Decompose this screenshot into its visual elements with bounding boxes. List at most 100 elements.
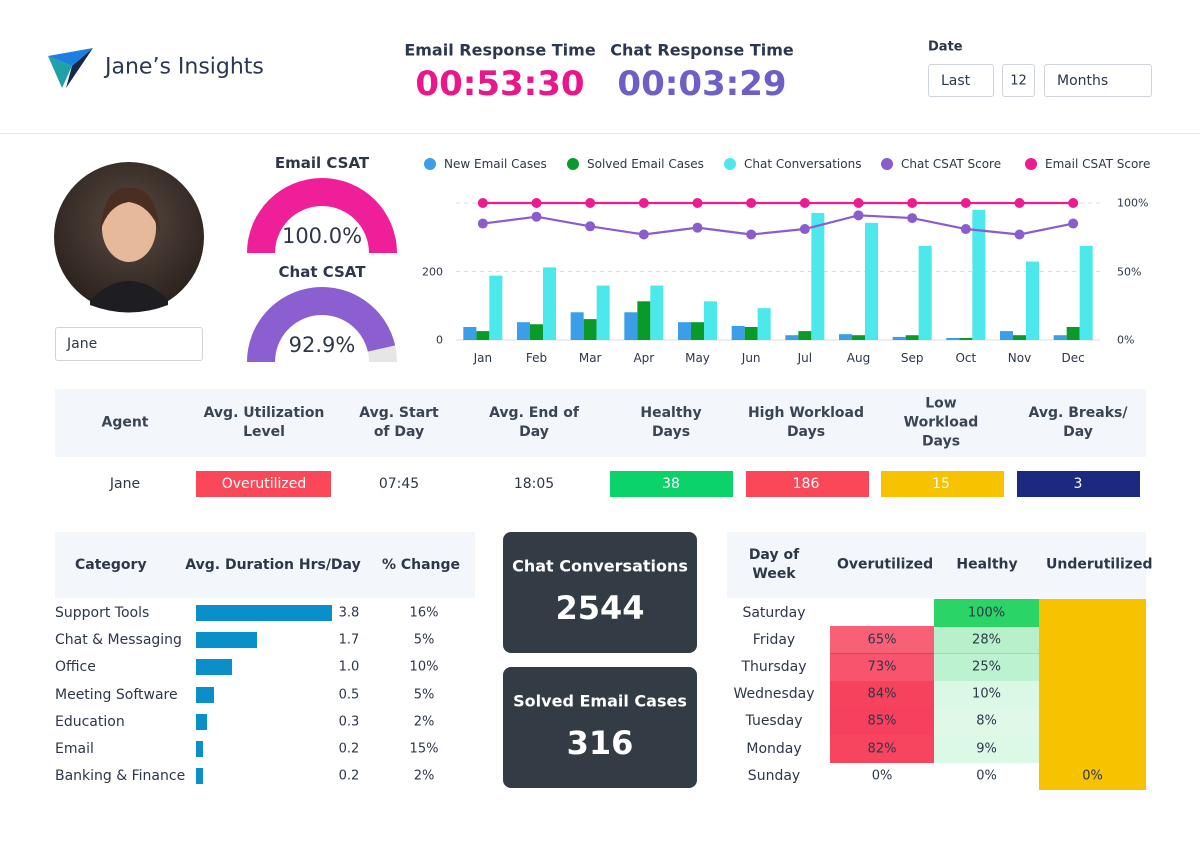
day-label: Tuesday bbox=[745, 713, 803, 730]
legend-label: Chat CSAT Score bbox=[901, 157, 1002, 171]
bar bbox=[1026, 261, 1039, 340]
heatmap-cell bbox=[830, 653, 934, 681]
bar bbox=[583, 319, 597, 340]
bar bbox=[476, 331, 490, 340]
metric-label: Chat Response Time bbox=[610, 40, 794, 60]
gauge-arc bbox=[247, 287, 396, 362]
bar bbox=[757, 308, 771, 340]
bar bbox=[678, 322, 691, 340]
heatmap-label: 25% bbox=[972, 659, 1001, 675]
bar bbox=[1079, 245, 1093, 340]
legend-label: Email CSAT Score bbox=[1045, 157, 1151, 171]
heatmap-cell bbox=[830, 599, 934, 627]
line-marker bbox=[585, 198, 596, 208]
agent-select[interactable] bbox=[55, 327, 203, 361]
range-select[interactable] bbox=[928, 64, 994, 97]
line-marker bbox=[853, 198, 864, 208]
kpi-value: 316 bbox=[566, 724, 634, 762]
x-tick-label: Oct bbox=[955, 351, 977, 365]
x-tick-label: Dec bbox=[1061, 351, 1085, 365]
line-marker bbox=[692, 222, 703, 233]
heatmap-cell bbox=[830, 626, 934, 654]
legend-label: Solved Email Cases bbox=[587, 157, 704, 171]
heatmap-label: 85% bbox=[867, 713, 897, 729]
y2-tick-label: 50% bbox=[1117, 265, 1142, 278]
bar bbox=[946, 337, 960, 340]
x-tick-label: Apr bbox=[633, 351, 655, 365]
line-marker bbox=[1068, 218, 1079, 229]
x-tick-label: Aug bbox=[846, 351, 871, 365]
y-tick-label: 0 bbox=[436, 333, 443, 347]
table-cell: 18:05 bbox=[513, 476, 555, 492]
heatmap-label: 0% bbox=[1082, 768, 1103, 784]
table-header: Overutilized bbox=[837, 556, 934, 573]
bar bbox=[839, 334, 852, 340]
metric-value: 00:03:29 bbox=[617, 64, 787, 104]
change-label: 2% bbox=[413, 714, 435, 730]
heatmap-label: 100% bbox=[967, 605, 1006, 621]
day-label: Monday bbox=[746, 740, 802, 757]
agent-photo bbox=[54, 162, 204, 313]
bar bbox=[1000, 331, 1013, 340]
bar bbox=[1053, 335, 1067, 340]
heatmap-cell bbox=[934, 707, 1039, 736]
heatmap-label: 9% bbox=[976, 741, 997, 757]
duration-bar bbox=[196, 768, 204, 785]
heatmap-cell bbox=[830, 680, 934, 709]
agent-select-value: Jane bbox=[67, 336, 98, 352]
x-tick-label: Nov bbox=[1007, 351, 1032, 365]
heatmap-label: 28% bbox=[972, 632, 1001, 648]
table-header: Avg. Breaks/ Day bbox=[1028, 405, 1128, 440]
y2-tick-label: 100% bbox=[1117, 196, 1149, 210]
x-tick-label: May bbox=[685, 351, 710, 365]
unit-select[interactable] bbox=[1044, 64, 1152, 97]
legend-swatch bbox=[567, 158, 579, 170]
line-marker bbox=[585, 221, 596, 232]
day-label: Saturday bbox=[742, 604, 806, 621]
bar bbox=[691, 322, 704, 340]
change-label: 2% bbox=[413, 768, 435, 784]
table-cell: 186 bbox=[792, 476, 820, 492]
line-marker bbox=[1068, 198, 1079, 208]
line-marker bbox=[531, 198, 542, 208]
table-header: Underutilized bbox=[1046, 556, 1153, 573]
table-header: Agent bbox=[101, 414, 149, 431]
metric-label: Email Response Time bbox=[404, 40, 596, 60]
line-marker bbox=[692, 198, 703, 208]
legend-label: New Email Cases bbox=[444, 157, 547, 171]
kpi-label: Chat Conversations bbox=[512, 556, 688, 576]
line bbox=[482, 214, 1074, 236]
kpi-value: 2544 bbox=[555, 589, 645, 627]
heatmap-label: 73% bbox=[867, 659, 897, 675]
heatmap-cell bbox=[1039, 762, 1146, 790]
heatmap-label: 10% bbox=[972, 686, 1001, 702]
heatmap-cell bbox=[934, 653, 1039, 681]
heatmap-cell bbox=[830, 735, 934, 763]
table-header: Avg. End of Day bbox=[489, 405, 579, 440]
legend-swatch bbox=[724, 158, 736, 170]
bar bbox=[731, 325, 745, 340]
bar bbox=[865, 222, 878, 340]
bar bbox=[798, 331, 812, 340]
bar bbox=[918, 245, 932, 340]
bar bbox=[892, 336, 906, 340]
line-marker bbox=[907, 213, 918, 224]
line-marker bbox=[907, 198, 918, 208]
line-marker bbox=[746, 229, 757, 240]
change-label: 5% bbox=[413, 632, 435, 648]
duration-label: 0.5 bbox=[338, 687, 360, 703]
app-title: Jane’s Insights bbox=[105, 54, 264, 80]
status-cell bbox=[746, 471, 869, 497]
table-header: % Change bbox=[381, 557, 461, 573]
change-label: 15% bbox=[409, 741, 439, 757]
line-marker bbox=[1014, 198, 1025, 208]
bar bbox=[650, 285, 664, 340]
x-tick-label: Jul bbox=[797, 351, 813, 365]
heatmap-cell bbox=[1039, 626, 1146, 654]
table-header: Healthy bbox=[956, 556, 1018, 573]
count-input[interactable] bbox=[1002, 64, 1035, 97]
duration-label: 0.2 bbox=[338, 741, 360, 757]
duration-bar bbox=[196, 605, 332, 621]
range-value: Last bbox=[941, 73, 971, 89]
x-tick-label: Feb bbox=[525, 351, 548, 365]
